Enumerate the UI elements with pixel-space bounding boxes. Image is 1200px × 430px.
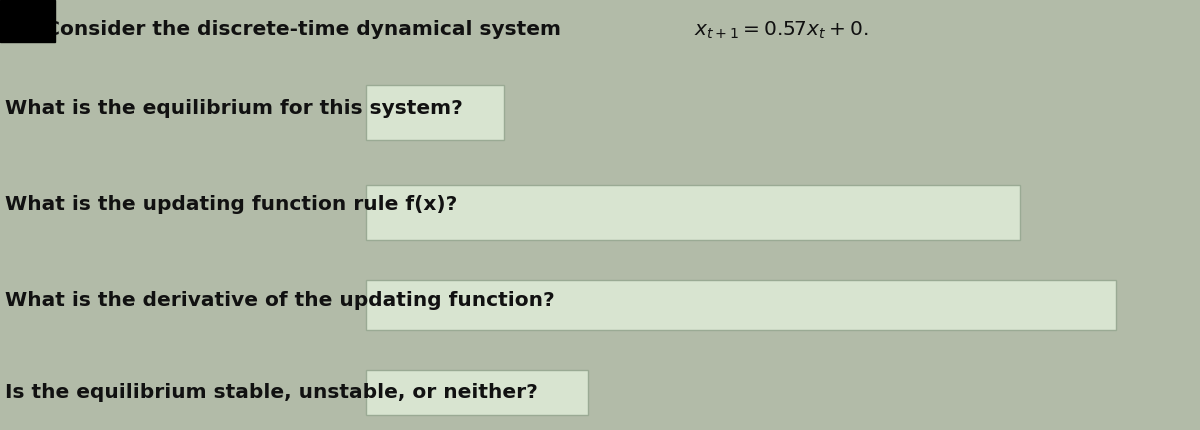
FancyBboxPatch shape (366, 85, 504, 140)
Text: What is the updating function rule f(x)?: What is the updating function rule f(x)? (5, 196, 457, 215)
Text: What is the equilibrium for this system?: What is the equilibrium for this system? (5, 98, 463, 117)
Text: Is the equilibrium stable, unstable, or neither?: Is the equilibrium stable, unstable, or … (5, 383, 538, 402)
FancyBboxPatch shape (366, 280, 1116, 330)
Text: What is the derivative of the updating function?: What is the derivative of the updating f… (5, 291, 554, 310)
Bar (0, 0, 55, 42)
FancyBboxPatch shape (366, 185, 1020, 240)
FancyBboxPatch shape (366, 370, 588, 415)
Text: $x_{t+1} = 0.57x_t + 0.$: $x_{t+1} = 0.57x_t + 0.$ (694, 20, 869, 41)
Text: nt) Consider the discrete-time dynamical system: nt) Consider the discrete-time dynamical… (5, 20, 568, 39)
